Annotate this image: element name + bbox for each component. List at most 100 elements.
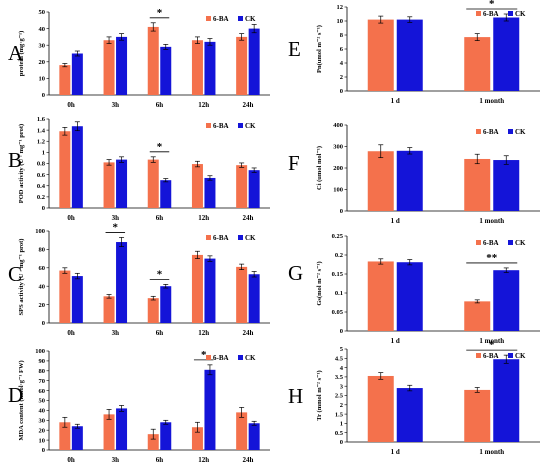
y-tick-label: 0.05: [332, 309, 344, 316]
panel-label: D: [8, 383, 23, 407]
bar-6ba: [464, 37, 491, 91]
legend-label-6ba: 6-BA: [483, 352, 499, 360]
bar-ck: [248, 170, 260, 208]
y-tick-label: 10: [39, 76, 46, 83]
legend-swatch-ck: [238, 235, 243, 240]
y-axis-label: MDA content (nmol·g⁻¹ FW): [18, 360, 25, 440]
y-tick-label: 0.5: [335, 430, 344, 437]
x-tick-label: 3h: [112, 456, 120, 464]
x-tick-label: 1 month: [479, 217, 504, 225]
bar-ck: [396, 388, 423, 442]
y-tick-label: 0: [42, 205, 45, 212]
bar-ck: [204, 177, 216, 208]
bar-ck: [71, 53, 83, 95]
bar-6ba: [367, 261, 394, 331]
significance-marker: *: [157, 7, 163, 19]
y-tick-label: 8: [340, 32, 344, 39]
panel-label: E: [288, 37, 301, 61]
bar-ck: [160, 286, 172, 323]
legend-label-ck: CK: [515, 128, 526, 136]
legend-swatch-ck: [508, 240, 513, 245]
legend-label-6ba: 6-BA: [213, 122, 229, 130]
x-tick-label: 1 d: [391, 217, 400, 225]
bar-6ba: [236, 36, 248, 95]
bar-6ba: [103, 162, 115, 208]
legend-label-ck: CK: [245, 122, 256, 130]
legend-swatch-6ba: [206, 16, 211, 21]
y-tick-label: 6: [340, 46, 344, 53]
x-tick-label: 0h: [67, 456, 75, 464]
bar-ck: [116, 408, 128, 450]
x-tick-label: 6h: [156, 101, 164, 109]
bar-ck: [160, 46, 172, 95]
legend-label-ck: CK: [515, 10, 526, 18]
bar-ck: [248, 423, 260, 450]
legend-swatch-ck: [508, 353, 513, 358]
y-tick-label: 2: [340, 74, 343, 81]
bar-6ba: [147, 434, 159, 450]
bar-ck: [248, 274, 260, 323]
x-tick-label: 6h: [156, 329, 164, 337]
bar-6ba: [103, 414, 115, 450]
x-tick-label: 12h: [198, 214, 209, 222]
significance-marker: *: [157, 141, 163, 153]
significance-marker: *: [489, 339, 495, 351]
legend-label-6ba: 6-BA: [483, 10, 499, 18]
bar-ck: [160, 180, 172, 208]
legend-label-6ba: 6-BA: [213, 15, 229, 23]
bar-ck: [71, 126, 83, 208]
y-tick-label: 10: [39, 437, 46, 444]
bar-ck: [204, 258, 216, 323]
y-tick-label: 30: [39, 418, 46, 425]
legend-label-ck: CK: [245, 15, 256, 23]
y-tick-label: 3.5: [335, 374, 344, 381]
bar-6ba: [367, 151, 394, 211]
y-tick-label: 1.2: [37, 138, 45, 145]
y-tick-label: 60: [39, 265, 46, 272]
bar-6ba: [236, 412, 248, 450]
y-tick-label: 12: [337, 4, 344, 11]
panel-h: H Tr (mmol m⁻² s⁻¹) 0 0.5 1 1.5 2 2.5 3 3.5 4 4.5 5 1…: [288, 339, 540, 456]
y-tick-label: 400: [333, 122, 343, 129]
legend-label-6ba: 6-BA: [213, 354, 229, 362]
x-tick-label: 24h: [242, 456, 253, 464]
x-tick-label: 3h: [112, 101, 120, 109]
legend-swatch-ck: [238, 123, 243, 128]
x-tick-label: 24h: [242, 214, 253, 222]
panel-label: F: [288, 151, 300, 175]
y-tick-label: 0: [340, 328, 343, 335]
y-tick-label: 0.8: [37, 161, 46, 168]
bar-ck: [396, 262, 423, 331]
y-tick-label: 0.1: [335, 290, 343, 297]
legend-label-ck: CK: [515, 239, 526, 247]
significance-marker: *: [201, 349, 207, 361]
y-tick-label: 1: [340, 421, 343, 428]
significance-marker: *: [157, 268, 163, 280]
y-tick-label: 0: [340, 208, 343, 215]
x-tick-label: 1 d: [391, 448, 400, 456]
panel-label: H: [288, 384, 303, 408]
y-tick-label: 1.4: [37, 127, 46, 134]
y-axis-label: POD activity (U · mg⁻¹ prot): [18, 124, 25, 203]
x-tick-label: 12h: [198, 456, 209, 464]
panel-label: B: [8, 148, 22, 172]
x-tick-label: 12h: [198, 101, 209, 109]
y-tick-label: 80: [39, 247, 46, 254]
bar-ck: [116, 242, 128, 323]
y-tick-label: 70: [39, 378, 46, 385]
bar-6ba: [464, 158, 491, 211]
bar-6ba: [191, 164, 203, 208]
panel-label: A: [8, 41, 24, 65]
bar-6ba: [191, 254, 203, 323]
significance-marker: *: [113, 221, 119, 233]
y-tick-label: 80: [39, 368, 46, 375]
y-tick-label: 0: [340, 88, 343, 95]
x-tick-label: 6h: [156, 456, 164, 464]
y-tick-label: 4: [340, 365, 344, 372]
x-tick-label: 1 month: [479, 448, 504, 456]
bar-6ba: [147, 298, 159, 323]
